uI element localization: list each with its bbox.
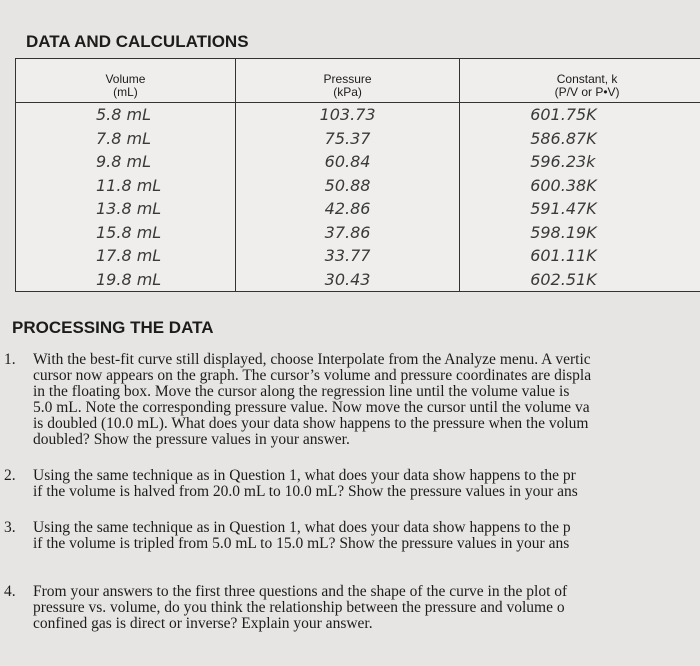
- header-line: Constant, k: [556, 72, 618, 86]
- table-cell: 13.8 mL: [15, 197, 236, 221]
- table-row: 17.8 mL 33.77 601.11K: [15, 244, 700, 268]
- table-row: 19.8 mL 30.43 602.51K: [15, 267, 700, 292]
- table-cell: 596.23k: [459, 150, 700, 174]
- table-row: 11.8 mL 50.88 600.38K: [15, 173, 700, 197]
- table-cell: 60.84: [234, 150, 461, 174]
- question-line: Using the same technique as in Question …: [33, 467, 576, 484]
- question-line: cursor now appears on the graph. The cur…: [33, 367, 592, 384]
- question-line: Using the same technique as in Question …: [33, 519, 571, 536]
- header-line: Volume: [105, 72, 146, 86]
- table-cell: 33.77: [234, 244, 461, 268]
- table-cell: 42.86: [234, 197, 461, 221]
- data-table: Volume (mL) Pressure (kPa) Constant, k (P/V o…: [15, 58, 700, 292]
- table-cell: 601.75K: [459, 102, 700, 127]
- question-line: if the volume is halved from 20.0 mL to …: [33, 483, 578, 500]
- table-cell: 17.8 mL: [15, 244, 236, 268]
- table-cell: 15.8 mL: [15, 220, 236, 244]
- table-row: 7.8 mL 75.37 586.87K: [15, 126, 700, 150]
- table-cell: 7.8 mL: [15, 126, 236, 150]
- question-line: confined gas is direct or inverse? Expla…: [33, 615, 373, 632]
- table-cell: 30.43: [234, 267, 461, 292]
- table-cell: 598.19K: [459, 220, 700, 244]
- section-title: DATA AND CALCULATIONS: [26, 32, 249, 51]
- table-cell: 75.37: [234, 126, 461, 150]
- table-cell: 586.87K: [459, 126, 700, 150]
- table-cell: 602.51K: [459, 267, 700, 292]
- question-line: With the best-fit curve still displayed,…: [33, 351, 591, 368]
- question-line: 5.0 mL. Note the corresponding pressure …: [33, 399, 590, 416]
- column-header: Pressure (kPa): [234, 58, 461, 103]
- table-row: 5.8 mL 103.73 601.75K: [15, 102, 700, 127]
- table-cell: 103.73: [234, 102, 461, 127]
- question-number: 1.: [4, 351, 16, 368]
- question-line: is doubled (10.0 mL). What does your dat…: [33, 415, 589, 432]
- table-row: 13.8 mL 42.86 591.47K: [15, 197, 700, 221]
- table-cell: 19.8 mL: [15, 267, 236, 292]
- table-cell: 37.86: [234, 220, 461, 244]
- processing-title: PROCESSING THE DATA: [12, 318, 214, 337]
- question-line: From your answers to the first three que…: [33, 583, 568, 600]
- table-cell: 9.8 mL: [15, 150, 236, 174]
- question-line: pressure vs. volume, do you think the re…: [33, 599, 565, 616]
- column-header: Volume (mL): [15, 58, 236, 103]
- table-cell: 50.88: [234, 173, 461, 197]
- header-line: (kPa): [333, 85, 362, 99]
- header-line: (mL): [113, 85, 138, 99]
- table-cell: 591.47K: [459, 197, 700, 221]
- table-cell: 600.38K: [459, 173, 700, 197]
- header-line: (P/V or P•V): [554, 85, 620, 99]
- header-line: Pressure: [323, 72, 372, 86]
- question-number: 2.: [4, 467, 16, 484]
- column-header: Constant, k (P/V or P•V): [459, 58, 700, 103]
- question-line: doubled? Show the pressure values in you…: [33, 431, 350, 448]
- question-line: if the volume is tripled from 5.0 mL to …: [33, 535, 570, 552]
- question-line: in the floating box. Move the cursor alo…: [33, 383, 570, 400]
- table-cell: 5.8 mL: [15, 102, 236, 127]
- question-number: 3.: [4, 519, 16, 536]
- question-number: 4.: [4, 583, 16, 600]
- table-cell: 601.11K: [459, 244, 700, 268]
- table-row: 15.8 mL 37.86 598.19K: [15, 220, 700, 244]
- table-row: 9.8 mL 60.84 596.23k: [15, 150, 700, 174]
- table-cell: 11.8 mL: [15, 173, 236, 197]
